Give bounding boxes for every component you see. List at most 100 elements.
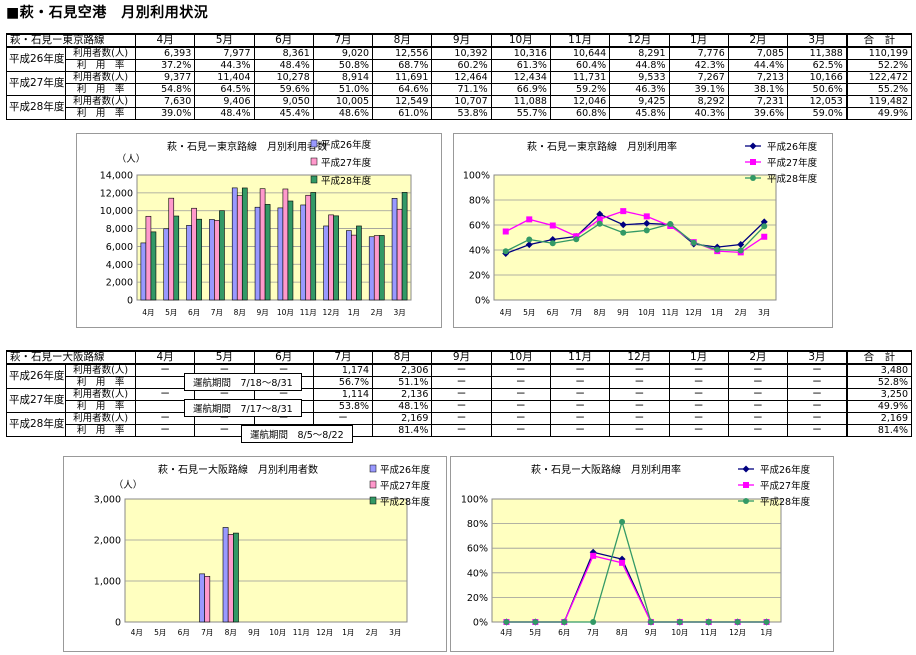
bar [333,215,339,301]
rate-cell: 54.8% [134,83,196,96]
users-total-cell: 119,482 [845,95,912,108]
data-point-marker [619,559,626,566]
rate-cell: ー [490,400,551,413]
users-cell: ー [549,412,611,425]
rate-cell: 46.3% [609,83,670,96]
users-cell: ー [431,388,492,401]
month-header: 9月 [431,33,492,48]
users-cell: 9,020 [312,46,374,60]
bar [305,194,312,301]
bar [209,219,215,301]
fiscal-year-label: 平成28年度 [5,95,67,120]
data-point-marker [620,208,627,215]
rate-cell: ー [134,424,196,437]
legend-swatch [369,480,377,489]
users-cell: ー [431,412,492,425]
data-point-marker [643,227,650,234]
x-tick-label: 7月 [587,628,599,637]
data-point-marker [502,248,509,255]
data-point-marker [667,221,674,227]
x-tick-label: 1月 [342,628,354,637]
rate-cell: 64.5% [194,83,255,96]
users-cell: 12,464 [431,71,492,84]
users-cell: 8,292 [668,95,729,108]
users-cell: ー [609,412,670,425]
rate-cell: ー [609,424,670,437]
bar [227,534,234,623]
x-tick-label: 4月 [500,628,512,637]
x-tick-label: 10月 [277,308,294,317]
x-tick-label: 1月 [760,628,772,637]
month-header: 1月 [668,33,729,48]
y-tick-label: 40% [469,246,490,257]
rate-row-label: 利 用 率 [65,107,136,120]
bar [391,198,398,301]
users-cell: ー [668,388,729,401]
x-tick-label: 6月 [547,308,559,317]
users-cell: 10,392 [431,46,492,60]
month-header: 3月 [787,33,848,48]
data-point-marker [734,619,741,625]
users-cell: ー [490,363,551,377]
users-cell: ー [490,388,551,401]
rate-total-cell: 81.4% [845,424,912,437]
rate-cell: 81.4% [372,424,433,437]
plot-area [124,498,408,623]
x-tick-label: 4月 [131,628,143,637]
data-point-marker [761,223,768,230]
users-row-label: 利用者数(人) [65,95,136,108]
period-label-h27: 運航期間 7/17～8/31 [184,399,302,417]
month-header: 2月 [727,33,789,48]
users-total-cell: 3,250 [845,388,912,401]
month-header: 10月 [490,33,551,48]
data-point-marker [742,465,750,473]
rate-total-cell: 49.9% [845,107,912,120]
y-tick-label: 20% [469,271,490,282]
x-tick-label: 7月 [211,308,223,317]
bar [236,195,243,301]
x-tick-label: 8月 [225,628,237,637]
users-cell: 9,377 [134,71,196,84]
rate-cell: 39.6% [727,107,789,120]
bar [368,236,375,301]
data-point-marker [549,222,556,229]
month-header: 10月 [490,350,551,365]
page-title: ■萩・石見空港 月別利用状況 [6,5,209,21]
rate-cell: 44.3% [194,59,255,72]
rate-cell: ー [668,400,729,413]
users-cell: 11,404 [194,71,255,84]
y-tick-label: 14,000 [100,171,133,182]
users-cell: 12,046 [549,95,611,108]
rate-cell: ー [668,424,729,437]
users-cell: 11,691 [372,71,433,84]
data-point-marker [750,159,756,165]
users-cell: 11,731 [549,71,611,84]
y-tick-label: 0 [127,296,133,307]
y-tick-label: 0% [475,296,490,307]
users-total-cell: 110,199 [845,46,912,60]
chart-title: 萩・石見ー東京路線 月別利用率 [527,140,677,153]
osaka-rate-chart-panel: 萩・石見ー大阪路線 月別利用率 0% 20% 40% 60% 80% 100% 4月 5月 6月 7… [450,456,834,652]
x-tick-label: 2月 [366,628,378,637]
x-tick-label: 8月 [594,308,606,317]
users-row-label: 利用者数(人) [65,363,136,377]
month-header: 4月 [134,33,196,48]
y-axis-unit: （人） [114,479,143,491]
route-name-header: 萩・石見ー東京路線 [6,33,136,48]
bar [328,214,334,301]
users-cell: ー [668,363,729,377]
x-tick-label: 12月 [685,308,702,317]
rate-cell: 55.7% [490,107,551,120]
data-point-marker [549,240,556,247]
users-cell: 12,556 [372,46,433,60]
rate-total-cell: 55.2% [845,83,912,96]
users-cell: 7,085 [727,46,789,60]
y-tick-label: 2,000 [106,278,133,289]
y-tick-label: 4,000 [106,260,133,271]
x-tick-label: 10月 [269,628,286,637]
fiscal-year-label: 平成26年度 [5,363,67,389]
bar [196,218,202,301]
month-header: 12月 [609,33,670,48]
month-header: 5月 [194,33,255,48]
users-cell: 10,005 [312,95,374,108]
